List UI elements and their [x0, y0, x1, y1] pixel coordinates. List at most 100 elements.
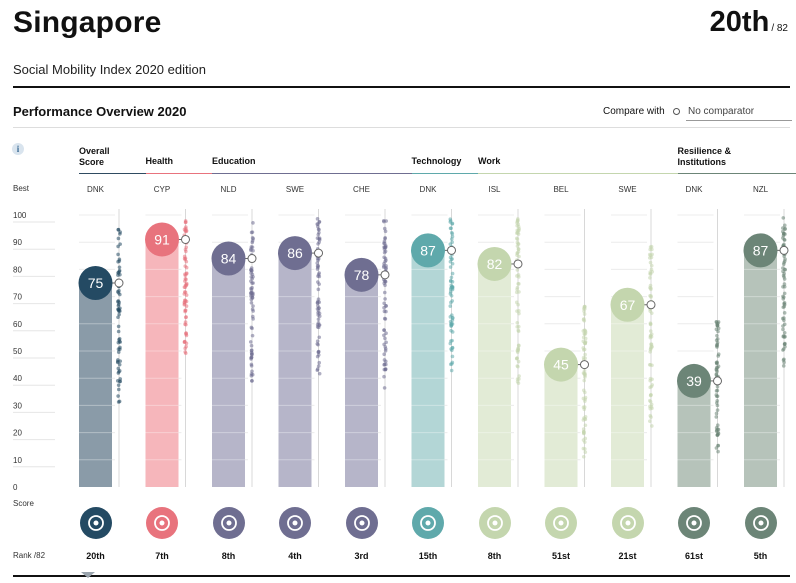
- distribution-dot: [782, 277, 787, 281]
- distribution-dot: [250, 326, 254, 331]
- distribution-dot: [715, 423, 720, 428]
- distribution-dot: [382, 281, 387, 286]
- distribution-dot: [517, 311, 521, 316]
- y-tick-label: 80: [13, 265, 22, 274]
- distribution-dot: [716, 364, 721, 369]
- best-performer: SWE: [285, 185, 305, 194]
- distribution-dot: [184, 331, 188, 336]
- distribution-dot: [649, 345, 653, 350]
- distribution-dot: [649, 311, 654, 315]
- distribution-dot: [251, 281, 255, 285]
- distribution-dot: [116, 383, 121, 387]
- distribution-dot: [117, 337, 121, 342]
- section-divider: [13, 127, 790, 128]
- medal-icon[interactable]: [79, 507, 112, 539]
- distribution-dot: [383, 297, 387, 301]
- distribution-dot: [515, 253, 519, 257]
- institution-icon[interactable]: [744, 507, 777, 539]
- score-bar: [677, 380, 711, 487]
- distribution-dot: [581, 388, 586, 393]
- distribution-dot: [317, 240, 321, 244]
- pillar-header: Technology: [411, 156, 462, 166]
- distribution-dot: [715, 388, 720, 393]
- score-marker: [580, 360, 589, 370]
- pillar-header: Health: [145, 156, 174, 166]
- distribution-dot: [249, 247, 253, 251]
- distribution-dot: [116, 289, 120, 294]
- score-marker: [713, 376, 722, 386]
- distribution-dot: [116, 236, 121, 241]
- distribution-dot: [782, 301, 787, 305]
- award-ribbon-icon[interactable]: [279, 507, 311, 539]
- distribution-dot: [116, 387, 121, 392]
- distribution-dot: [650, 363, 654, 368]
- distribution-dot: [715, 323, 720, 328]
- distribution-dot: [315, 256, 320, 261]
- distribution-dot: [582, 416, 586, 420]
- distribution-dot: [714, 367, 719, 372]
- score-marker: [513, 259, 523, 269]
- distribution-dot: [448, 279, 453, 284]
- pillar-rank: 21st: [618, 551, 637, 561]
- distribution-dot: [316, 297, 321, 301]
- distribution-dot: [317, 314, 322, 318]
- distribution-dot: [516, 329, 521, 334]
- distribution-dot: [450, 221, 455, 226]
- score-value: 82: [487, 256, 503, 272]
- score-value: 78: [354, 267, 370, 283]
- compare-label: Compare with: [603, 106, 665, 117]
- distribution-dot: [450, 234, 455, 239]
- info-icon[interactable]: i: [12, 143, 24, 155]
- distribution-dot: [515, 268, 520, 272]
- pillar-header: Overall Score: [79, 146, 110, 167]
- distribution-dot: [450, 271, 455, 276]
- distribution-dot: [648, 272, 653, 276]
- distribution-dot: [782, 311, 787, 315]
- distribution-dot: [316, 353, 321, 357]
- hands-people-icon[interactable]: [678, 507, 710, 539]
- y-tick-label: 40: [13, 374, 22, 383]
- distribution-dot: [116, 329, 121, 334]
- distribution-dot: [116, 350, 121, 354]
- distribution-dot: [782, 282, 787, 286]
- distribution-dot: [316, 303, 320, 308]
- score-value: 75: [88, 275, 104, 291]
- distribution-dot: [249, 357, 253, 361]
- distribution-dot: [250, 314, 255, 319]
- distribution-dot: [383, 241, 387, 246]
- score-value: 91: [154, 231, 170, 247]
- distribution-dot: [450, 330, 455, 334]
- distribution-dot: [183, 279, 187, 283]
- distribution-dot: [317, 282, 321, 286]
- distribution-dot: [116, 347, 121, 351]
- distribution-dot: [250, 285, 254, 290]
- pillar-rank: 61st: [684, 551, 703, 561]
- graduation-cap-icon[interactable]: [212, 507, 245, 539]
- coins-icon[interactable]: [545, 507, 577, 539]
- learning-head-icon[interactable]: [345, 507, 378, 539]
- distribution-dot: [781, 262, 786, 267]
- distribution-dot: [383, 336, 387, 341]
- document-icon[interactable]: [611, 507, 644, 539]
- distribution-dot: [315, 301, 320, 305]
- distribution-dot: [516, 302, 520, 307]
- distribution-dot: [517, 309, 521, 313]
- health-cross-icon[interactable]: [146, 507, 178, 539]
- distribution-dot: [516, 364, 520, 369]
- wrench-icon[interactable]: [478, 507, 511, 539]
- pillar-rank: 5th: [753, 551, 768, 561]
- distribution-dot: [317, 360, 322, 365]
- distribution-dot: [583, 341, 588, 346]
- distribution-dot: [249, 362, 254, 367]
- distribution-dot: [118, 232, 122, 236]
- comparator-select[interactable]: No comparator: [686, 104, 792, 121]
- distribution-dot: [783, 257, 787, 261]
- circuit-icon[interactable]: [412, 507, 444, 539]
- distribution-dot: [448, 292, 453, 296]
- distribution-dot: [583, 450, 588, 454]
- distribution-dot: [450, 318, 455, 322]
- best-performer: DNK: [685, 185, 703, 194]
- score-marker: [181, 234, 190, 244]
- distribution-dot: [249, 301, 254, 305]
- distribution-dot: [251, 304, 255, 308]
